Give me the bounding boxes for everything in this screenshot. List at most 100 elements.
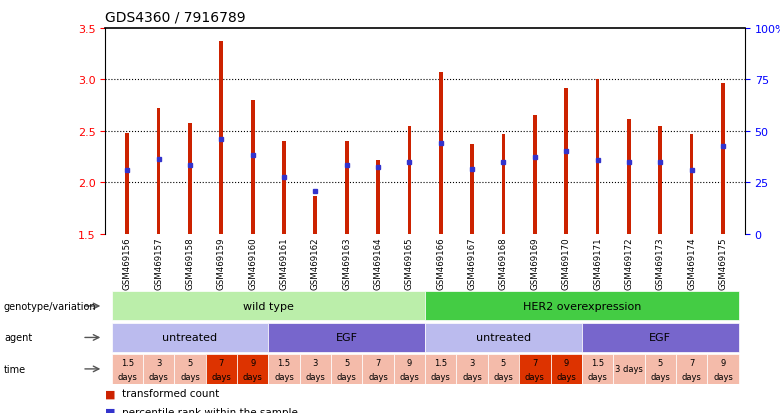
Bar [363,354,394,384]
Text: ■: ■ [105,407,119,413]
Text: days: days [243,372,263,381]
Bar [112,323,268,352]
Text: GSM469161: GSM469161 [279,237,289,290]
Bar [676,354,707,384]
Bar [376,160,380,234]
Text: 5: 5 [658,358,663,368]
Bar [206,354,237,384]
Text: 7: 7 [689,358,694,368]
Text: days: days [463,372,482,381]
Text: GSM469170: GSM469170 [562,237,571,290]
Bar [502,135,505,234]
Bar [644,354,676,384]
Text: 1.5: 1.5 [121,358,134,368]
Text: untreated: untreated [162,332,218,343]
Text: ■: ■ [105,388,119,398]
Bar [112,354,143,384]
Text: days: days [399,372,420,381]
Text: 9: 9 [250,358,255,368]
Bar [407,126,411,234]
Text: GSM469166: GSM469166 [436,237,445,290]
Bar [658,126,662,234]
Text: days: days [525,372,544,381]
Text: 5: 5 [187,358,193,368]
Text: days: days [651,372,670,381]
Bar [690,135,693,234]
Bar [219,42,223,234]
Text: 9: 9 [564,358,569,368]
Bar [582,323,739,352]
Bar [582,354,613,384]
Text: 3: 3 [313,358,318,368]
Text: 9: 9 [720,358,725,368]
Text: percentile rank within the sample: percentile rank within the sample [122,407,298,413]
Text: days: days [556,372,576,381]
Text: 3 days: 3 days [615,365,643,373]
Text: GSM469172: GSM469172 [625,237,633,290]
Text: 1.5: 1.5 [434,358,448,368]
Bar [470,145,474,234]
Bar [613,354,644,384]
Text: GSM469171: GSM469171 [593,237,602,290]
Bar [721,83,725,234]
Bar [143,354,174,384]
Text: days: days [368,372,388,381]
Text: 3: 3 [470,358,475,368]
Text: GSM469159: GSM469159 [217,237,225,290]
Bar [331,354,363,384]
Text: 7: 7 [375,358,381,368]
Text: days: days [713,372,733,381]
Text: days: days [431,372,451,381]
Bar [112,292,425,321]
Text: GSM469168: GSM469168 [499,237,508,290]
Bar [314,196,317,234]
Bar [519,354,551,384]
Bar [268,354,300,384]
Bar [300,354,331,384]
Text: 5: 5 [501,358,506,368]
Text: EGF: EGF [335,332,358,343]
Text: HER2 overexpression: HER2 overexpression [523,301,641,311]
Bar [488,354,519,384]
Text: days: days [211,372,231,381]
Bar [237,354,268,384]
Text: transformed count: transformed count [122,388,220,398]
Bar [596,80,599,234]
Bar [425,354,456,384]
Text: GSM469174: GSM469174 [687,237,696,290]
Text: GSM469173: GSM469173 [656,237,665,290]
Text: days: days [682,372,701,381]
Text: GSM469160: GSM469160 [248,237,257,290]
Text: GSM469164: GSM469164 [374,237,382,290]
Text: days: days [274,372,294,381]
Text: genotype/variation: genotype/variation [4,301,97,311]
Text: wild type: wild type [243,301,294,311]
Bar [533,116,537,234]
Bar [456,354,488,384]
Text: GSM469158: GSM469158 [186,237,194,290]
Text: 7: 7 [532,358,537,368]
Text: days: days [337,372,356,381]
Bar [345,142,349,234]
Text: GSM469163: GSM469163 [342,237,351,290]
Text: days: days [149,372,168,381]
Text: GSM469169: GSM469169 [530,237,539,290]
Bar [564,88,568,234]
Text: days: days [180,372,200,381]
Text: EGF: EGF [649,332,672,343]
Bar [551,354,582,384]
Bar [157,109,161,234]
Text: days: days [306,372,325,381]
Text: 1.5: 1.5 [278,358,291,368]
Text: GSM469167: GSM469167 [468,237,477,290]
Bar [439,73,443,234]
Text: 1.5: 1.5 [591,358,604,368]
Bar [707,354,739,384]
Text: time: time [4,364,26,374]
Text: GSM469162: GSM469162 [311,237,320,290]
Text: GSM469175: GSM469175 [718,237,728,290]
Bar [174,354,206,384]
Bar [425,323,582,352]
Text: GDS4360 / 7916789: GDS4360 / 7916789 [105,11,246,25]
Bar [394,354,425,384]
